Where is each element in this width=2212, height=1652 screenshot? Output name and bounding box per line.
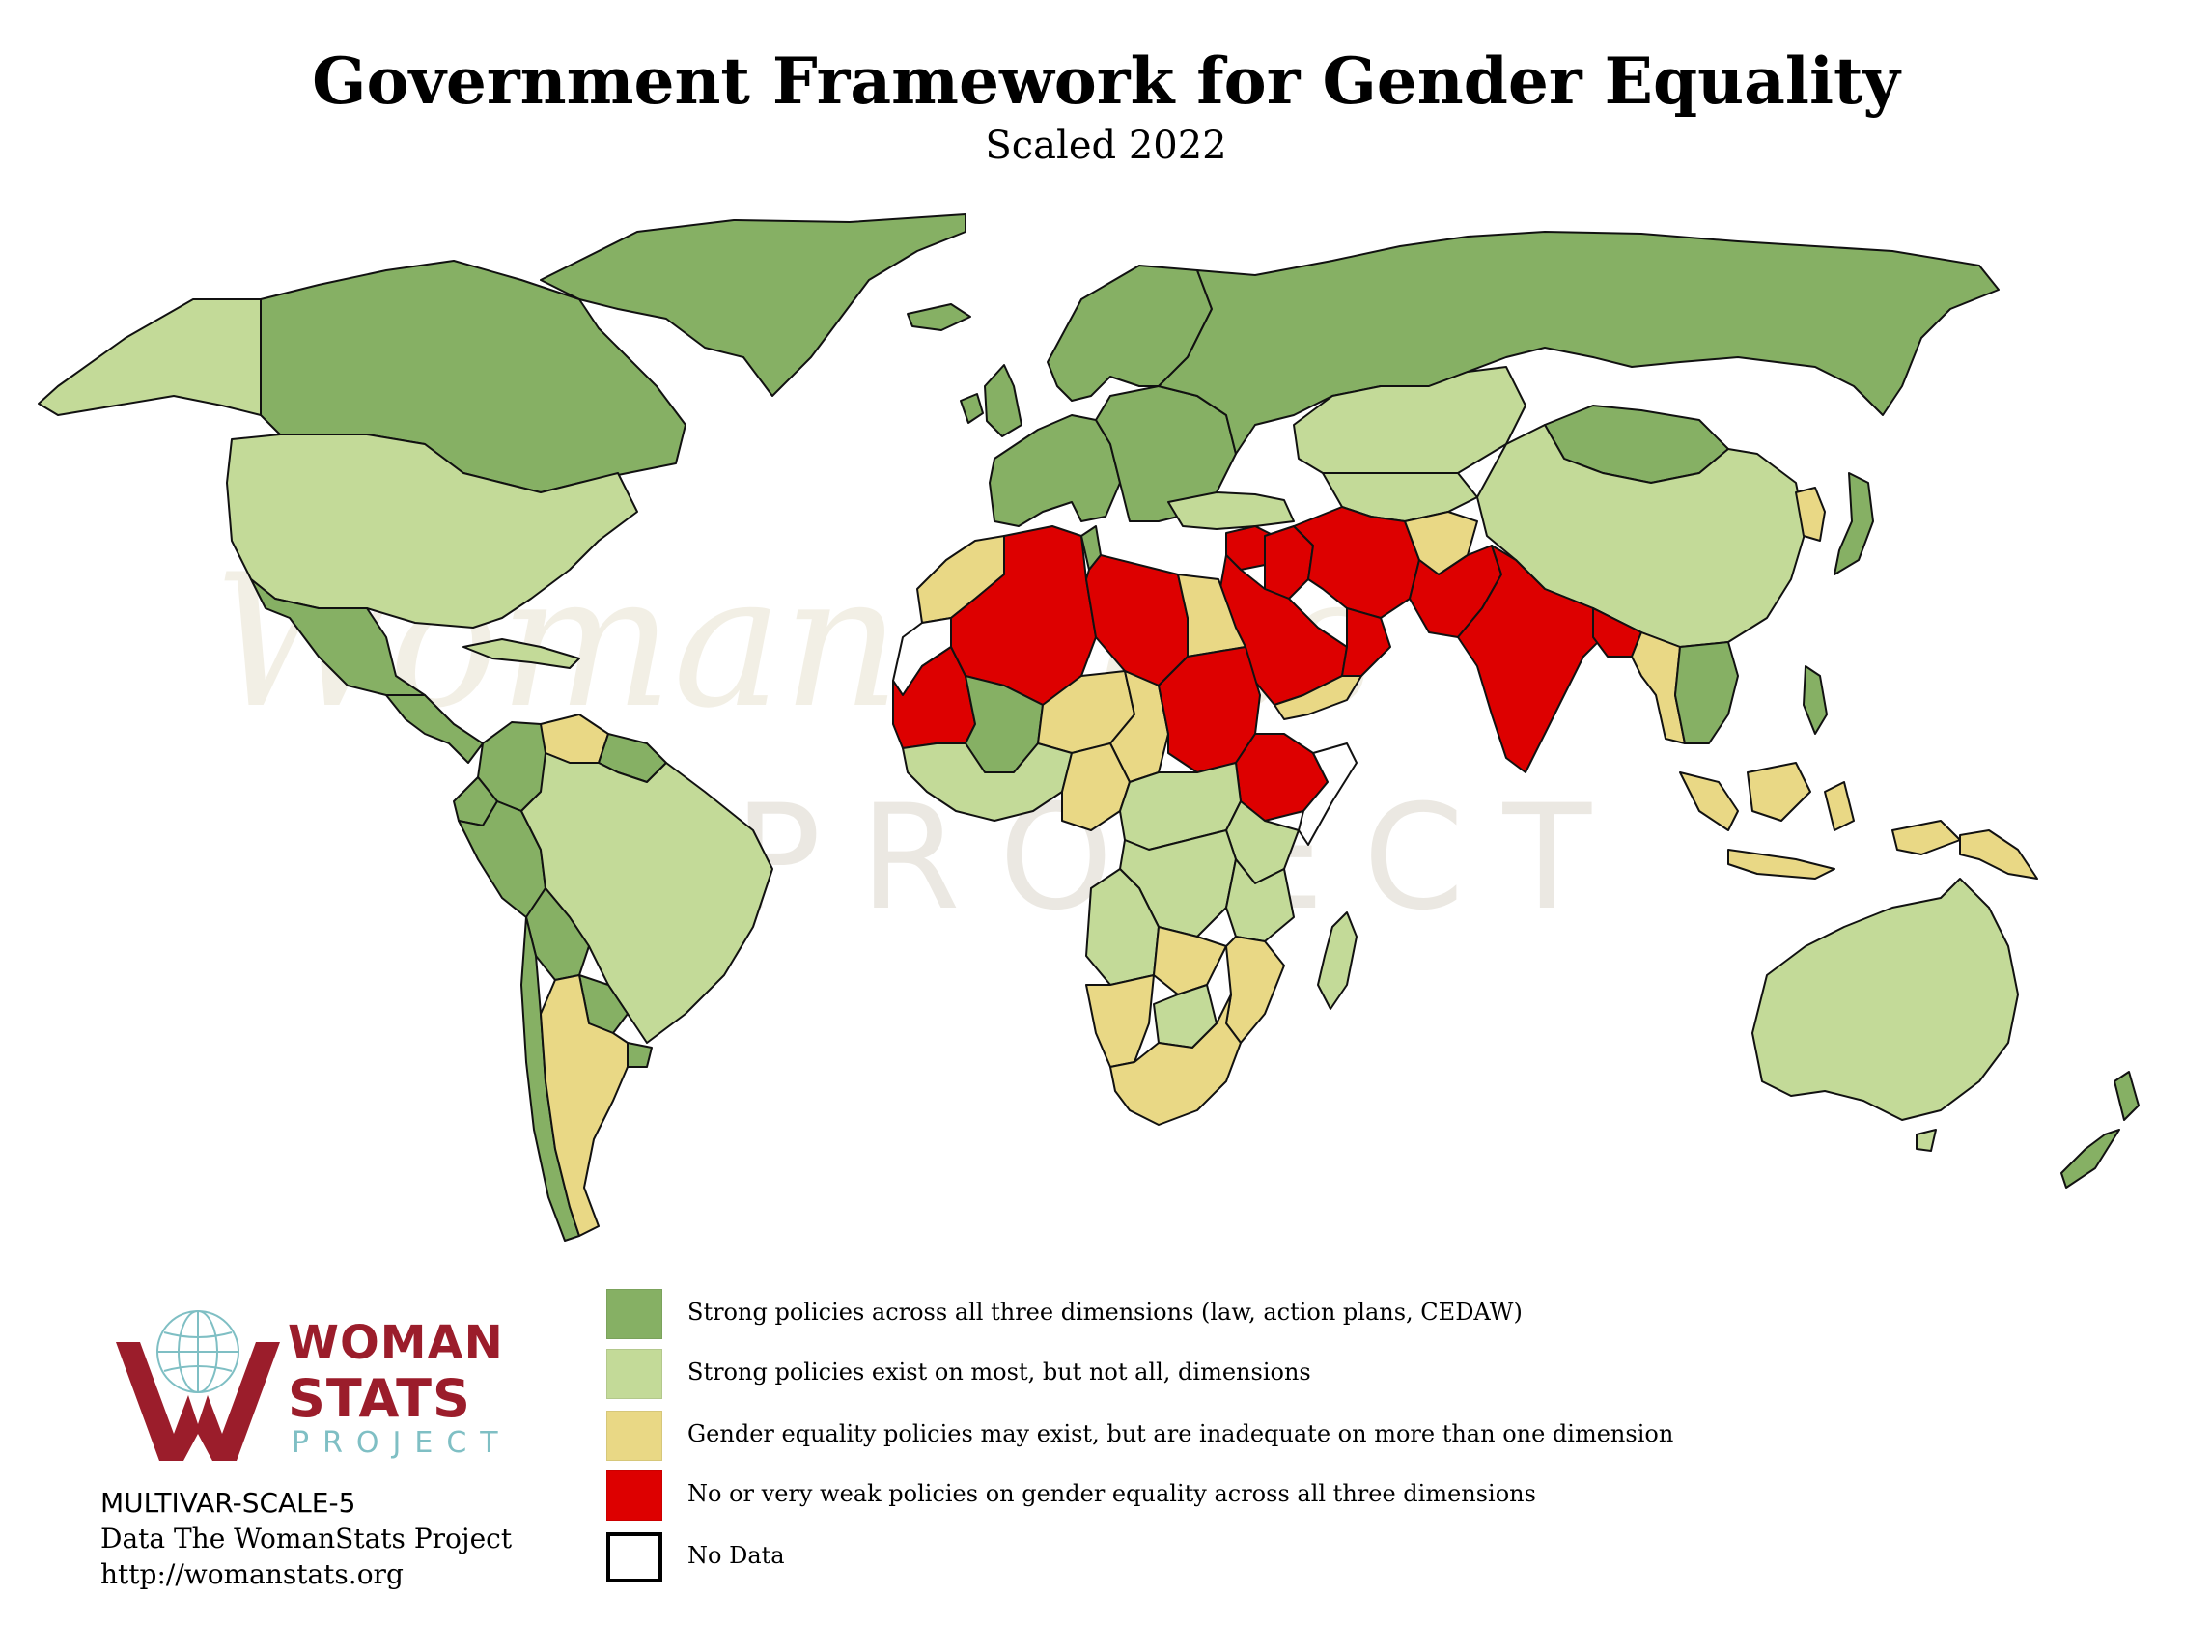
country-japan bbox=[1834, 472, 1874, 575]
legend-label: Gender equality policies may exist, but … bbox=[687, 1420, 1674, 1447]
country-argentina bbox=[540, 974, 629, 1237]
country-caribbean bbox=[462, 638, 580, 669]
legend-swatch bbox=[606, 1411, 662, 1461]
country-southeast-asia bbox=[1674, 641, 1739, 744]
legend-label: Strong policies exist on most, but not a… bbox=[687, 1358, 1311, 1386]
variable-code: MULTIVAR-SCALE-5 bbox=[100, 1487, 356, 1519]
country-oman bbox=[1341, 607, 1391, 677]
country-central-america bbox=[385, 694, 484, 764]
legend-item-no-data: No Data bbox=[603, 1532, 1859, 1586]
data-source: Data The WomanStats Project bbox=[100, 1523, 513, 1554]
country-uruguay bbox=[627, 1042, 653, 1068]
country-indonesia bbox=[1679, 762, 1961, 880]
legend-item-inadequate: Gender equality policies may exist, but … bbox=[603, 1411, 1859, 1465]
legend-label: Strong policies across all three dimensi… bbox=[687, 1299, 1523, 1326]
world-map bbox=[0, 193, 2212, 1255]
country-india bbox=[1457, 545, 1613, 773]
legend-item-strong-all: Strong policies across all three dimensi… bbox=[603, 1289, 1859, 1343]
country-greenland bbox=[540, 213, 966, 397]
country-western-europe bbox=[989, 414, 1121, 527]
country-alaska bbox=[38, 298, 262, 416]
country-south-africa bbox=[1109, 994, 1242, 1126]
country-australia bbox=[1751, 878, 2019, 1121]
country-korea bbox=[1795, 487, 1826, 542]
logo-word-woman: WOMAN bbox=[288, 1316, 504, 1370]
country-papua-new-guinea bbox=[1959, 829, 2038, 880]
country-madagascar bbox=[1317, 911, 1358, 1010]
map-title: Government Framework for Gender Equality bbox=[312, 43, 1900, 119]
credits: MULTIVAR-SCALE-5 Data The WomanStats Pro… bbox=[100, 1485, 512, 1592]
country-mozambique bbox=[1225, 936, 1285, 1044]
country-new-zealand bbox=[2060, 1071, 2140, 1189]
country-bangladesh bbox=[1592, 607, 1642, 658]
country-zambia bbox=[1153, 926, 1227, 995]
legend-item-strong-most: Strong policies exist on most, but not a… bbox=[603, 1349, 1859, 1403]
country-algeria bbox=[950, 525, 1097, 706]
country-libya bbox=[1085, 554, 1189, 686]
legend-label: No Data bbox=[687, 1542, 785, 1569]
logo-word-stats: STATS bbox=[288, 1368, 471, 1429]
logo-emblem-icon bbox=[116, 1310, 280, 1461]
legend-swatch bbox=[606, 1470, 662, 1521]
country-russia bbox=[1158, 231, 2000, 455]
country-turkey bbox=[1167, 491, 1295, 530]
legend-swatch bbox=[606, 1349, 662, 1399]
legend-swatch bbox=[606, 1532, 662, 1582]
country-australia bbox=[1916, 1129, 1937, 1152]
country-iran bbox=[1293, 506, 1420, 619]
legend-swatch bbox=[606, 1289, 662, 1339]
map-subtitle: Scaled 2022 bbox=[985, 124, 1227, 168]
legend-item-weak: No or very weak policies on gender equal… bbox=[603, 1470, 1859, 1525]
country-ireland bbox=[960, 393, 984, 424]
country-namibia bbox=[1085, 974, 1155, 1068]
legend-label: No or very weak policies on gender equal… bbox=[687, 1480, 1536, 1507]
country-somalia bbox=[1298, 742, 1358, 846]
country-yemen bbox=[1274, 675, 1362, 720]
country-bolivia bbox=[525, 887, 590, 981]
source-url: http://womanstats.org bbox=[100, 1558, 404, 1590]
country-united-kingdom bbox=[984, 364, 1022, 437]
country-philippines bbox=[1803, 665, 1828, 735]
logo-word-project: PROJECT bbox=[292, 1426, 512, 1460]
country-iceland bbox=[907, 303, 971, 331]
womanstats-logo: WOMAN STATS PROJECT bbox=[106, 1299, 521, 1463]
